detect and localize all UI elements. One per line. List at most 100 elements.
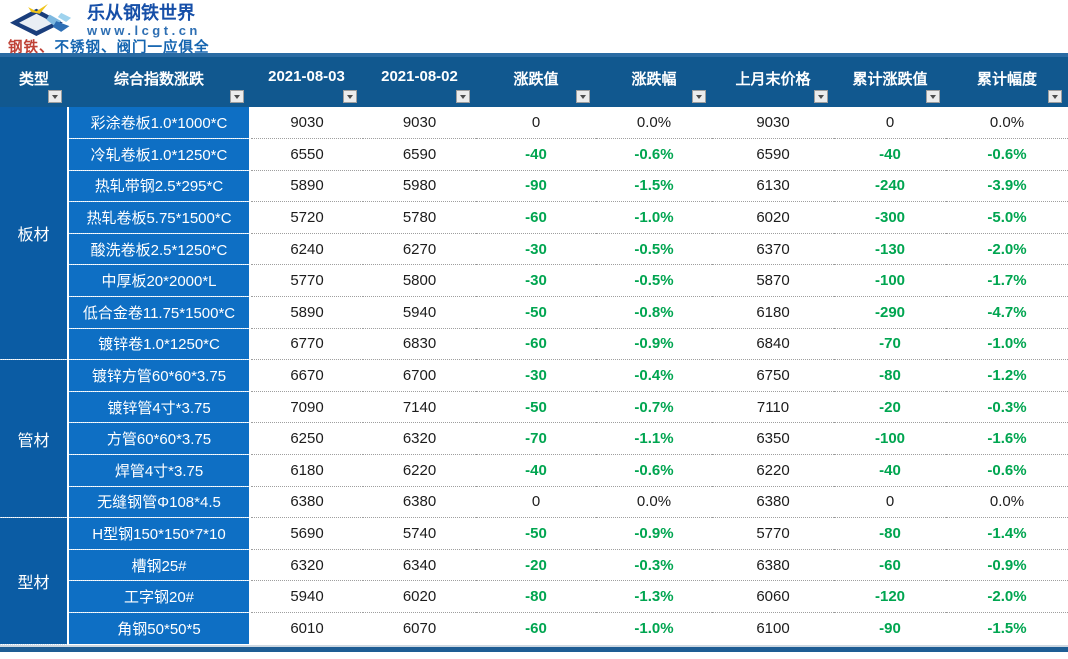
price-table: 类型 综合指数涨跌 2021-08-03 2021-08-02 涨跌值 涨跌幅 上月末价格 累… [0, 57, 1068, 645]
change-value-cell: 0 [476, 107, 596, 140]
filter-dropdown-button[interactable] [343, 90, 357, 103]
cumulative-percent-cell: 0.0% [946, 107, 1068, 140]
filter-dropdown-button[interactable] [576, 90, 590, 103]
cumulative-change-cell: -130 [834, 233, 946, 266]
cumulative-percent-cell: -1.6% [946, 422, 1068, 456]
last-month-price-cell: 9030 [712, 107, 834, 140]
change-value-cell: -20 [476, 549, 596, 582]
cumulative-change-cell: -100 [834, 264, 946, 298]
change-percent-cell: -0.8% [596, 296, 712, 329]
chevron-down-icon [52, 94, 58, 99]
filter-dropdown-button[interactable] [456, 90, 470, 103]
category-cell: 型材 [0, 517, 69, 645]
filter-dropdown-button[interactable] [926, 90, 940, 103]
price-0803-cell: 6010 [290, 620, 324, 638]
cumulative-percent-cell: -0.9% [946, 549, 1068, 582]
price-0802-cell: 7140 [363, 391, 476, 424]
column-header-label: 类型 [18, 71, 49, 88]
product-name-cell: 工字钢20# [68, 580, 251, 613]
column-header-label: 2021-08-03 [268, 68, 345, 85]
change-percent-cell: 0.0% [596, 486, 712, 519]
tagline-part-blue: 不锈钢、阀门一应俱全 [54, 40, 210, 56]
price-0802-cell: 6340 [363, 549, 476, 582]
table-row: 镀锌管4寸*3.75 7090 7140 -50 -0.7% 7110 -20 -0.3% [0, 391, 1068, 424]
table-row: 槽钢25# 6320 6340 -20 -0.3% 6380 -60 -0.9% [0, 549, 1068, 582]
cumulative-change-cell: -100 [834, 422, 946, 456]
filter-dropdown-button[interactable] [1048, 90, 1062, 103]
chevron-down-icon [930, 94, 936, 99]
price-0803-cell: 6550 [250, 138, 363, 171]
last-month-price-cell: 6590 [712, 138, 834, 171]
column-header-8: 累计幅度 [946, 57, 1068, 107]
table-row: 冷轧卷板1.0*1250*C 6550 6590 -40 -0.6% 6590 -40 -0.… [0, 138, 1068, 171]
table-row: 热轧带钢2.5*295*C 5890 5980 -90 -1.5% 6130 -240 -3.… [0, 170, 1068, 203]
column-header-label: 累计涨跌值 [852, 71, 928, 88]
change-percent-cell: -1.3% [596, 580, 712, 613]
chevron-down-icon [1052, 94, 1058, 99]
column-header-label: 涨跌幅 [631, 71, 677, 88]
price-0802-cell: 6320 [363, 422, 476, 456]
filter-dropdown-button[interactable] [814, 90, 828, 103]
change-value-cell: -60 [525, 620, 547, 638]
product-name-cell: 角钢50*50*5 [68, 612, 251, 645]
change-value-cell: -30 [476, 359, 596, 392]
cumulative-change-cell: -20 [834, 391, 946, 424]
column-header-5: 涨跌幅 [596, 57, 712, 107]
price-0803-cell: 5940 [250, 580, 363, 613]
price-0802-cell: 6270 [363, 233, 476, 266]
price-0802-cell: 6070 [402, 620, 437, 638]
filter-dropdown-button[interactable] [230, 90, 244, 103]
cumulative-change-cell: -290 [834, 296, 946, 329]
price-0803-cell: 5690 [250, 517, 363, 550]
price-0803-cell: 6240 [250, 233, 363, 266]
product-name-cell: 槽钢25# [68, 549, 251, 582]
category-cell: 管材 [0, 359, 69, 519]
change-percent-cell: -0.7% [596, 391, 712, 424]
change-percent-cell: -1.0% [596, 201, 712, 234]
last-month-price-cell: 5870 [712, 264, 834, 298]
price-0802-cell: 5740 [363, 517, 476, 550]
chevron-down-icon [347, 94, 353, 99]
cumulative-change-cell: -80 [834, 517, 946, 550]
filter-dropdown-button[interactable] [692, 90, 706, 103]
cumulative-change-cell: -300 [834, 201, 946, 234]
change-percent-cell: -0.4% [596, 359, 712, 392]
price-0803-cell: 6670 [250, 359, 363, 392]
price-0802-cell: 5940 [363, 296, 476, 329]
filter-dropdown-button[interactable] [48, 90, 62, 103]
price-0802-cell: 9030 [363, 107, 476, 140]
table-row: 焊管4寸*3.75 6180 6220 -40 -0.6% 6220 -40 -0.6% [0, 454, 1068, 487]
price-0802-cell: 6380 [363, 486, 476, 519]
price-0802-cell: 6020 [363, 580, 476, 613]
change-value-cell: -30 [476, 264, 596, 298]
product-name-cell: 彩涂卷板1.0*1000*C [68, 107, 251, 140]
price-0803-cell: 6770 [250, 328, 363, 361]
last-month-price-cell: 6220 [712, 454, 834, 487]
change-percent-cell: -0.9% [596, 517, 712, 550]
price-0803-cell: 6320 [250, 549, 363, 582]
price-0802-cell: 6590 [363, 138, 476, 171]
product-name-cell: 酸洗卷板2.5*1250*C [68, 233, 251, 266]
cumulative-change-cell: -90 [879, 620, 901, 638]
change-value-cell: -90 [476, 170, 596, 203]
table-row: 工字钢20# 5940 6020 -80 -1.3% 6060 -120 -2.0% [0, 580, 1068, 613]
cumulative-percent-cell: -1.2% [946, 359, 1068, 392]
cumulative-percent-cell: -0.6% [946, 454, 1068, 487]
last-month-price-cell: 6060 [712, 580, 834, 613]
last-month-price-cell: 6750 [712, 359, 834, 392]
change-percent-cell: -1.1% [596, 422, 712, 456]
chevron-down-icon [460, 94, 466, 99]
price-0802-cell: 6700 [363, 359, 476, 392]
brand-tagline: 钢铁、不锈钢、阀门一应俱全 [0, 36, 1068, 57]
price-0802-cell: 5980 [363, 170, 476, 203]
change-percent-cell: -0.6% [596, 138, 712, 171]
last-month-price-cell: 6370 [712, 233, 834, 266]
product-name-cell: 热轧带钢2.5*295*C [68, 170, 251, 203]
price-0802-cell: 6830 [363, 328, 476, 361]
product-name-cell: 方管60*60*3.75 [68, 422, 251, 456]
column-header-4: 涨跌值 [476, 57, 596, 107]
column-header-1: 综合指数涨跌 [68, 57, 250, 107]
last-month-price-cell: 6180 [712, 296, 834, 329]
cumulative-percent-cell: -1.0% [946, 328, 1068, 361]
change-percent-cell: -1.5% [596, 170, 712, 203]
